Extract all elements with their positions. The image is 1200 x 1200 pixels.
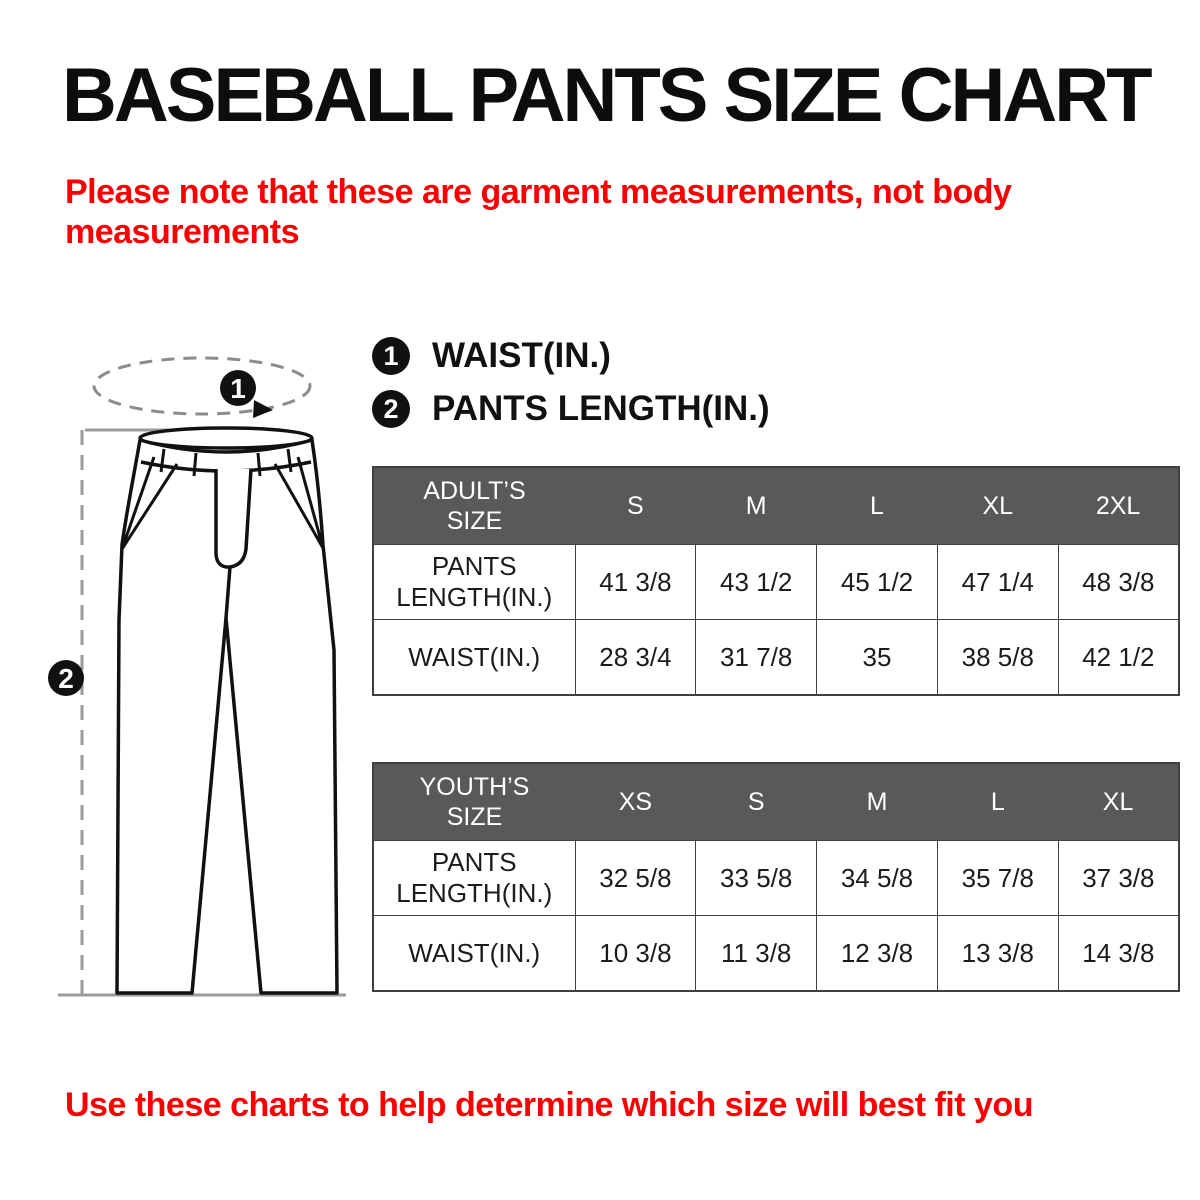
adults-size-header: ADULT’S SIZE: [373, 467, 575, 545]
right-pocket: [273, 456, 325, 549]
waist-measure-arrow: [253, 400, 273, 418]
legend-item-pants-length: 2 PANTS LENGTH(IN.): [372, 389, 770, 429]
pants-diagram: 1 2: [30, 350, 375, 1015]
table-cell: 10 3/8: [574, 915, 697, 992]
adults-col-s: S: [575, 467, 696, 545]
waist-marker: 1: [220, 370, 256, 406]
youths-size-table: YOUTH’S SIZE XS S M L XL PANTS LENGTH(IN…: [372, 762, 1180, 992]
youths-col-s: S: [695, 763, 817, 841]
legend-item-waist: 1 WAIST(IN.): [372, 336, 770, 376]
table-cell: 41 3/8: [574, 544, 697, 620]
legend-label-waist: WAIST(IN.): [432, 336, 611, 375]
table-cell: 33 5/8: [695, 840, 818, 916]
legend-marker-2: 2: [372, 390, 410, 428]
waist-measure-ellipse: [92, 356, 312, 416]
youths-header-row: YOUTH’S SIZE XS S M L XL: [373, 763, 1179, 841]
waistband-opening: [138, 426, 314, 450]
table-cell: 13 3/8: [936, 915, 1059, 992]
table-cell: 34 5/8: [816, 840, 938, 916]
left-pocket: [120, 456, 179, 550]
svg-text:2: 2: [58, 663, 74, 694]
table-cell: 47 1/4: [936, 544, 1059, 620]
svg-text:1: 1: [230, 373, 246, 404]
row-label-waist: WAIST(IN.): [372, 915, 576, 992]
pants-line-drawing: 1 2: [48, 356, 346, 997]
table-cell: 31 7/8: [695, 619, 818, 696]
table-cell: 35: [816, 619, 938, 696]
table-cell: 45 1/2: [816, 544, 938, 620]
table-cell: 28 3/4: [574, 619, 697, 696]
adults-waist-row: WAIST(IN.) 28 3/4 31 7/8 35 38 5/8 42 1/…: [372, 619, 1180, 696]
belt-loops: [159, 448, 293, 477]
row-label-pants-length: PANTS LENGTH(IN.): [372, 840, 576, 916]
table-cell: 42 1/2: [1057, 619, 1180, 696]
youths-col-m: M: [816, 763, 938, 841]
fly-placket: [214, 468, 253, 569]
youths-col-xs: XS: [575, 763, 696, 841]
row-label-pants-length: PANTS LENGTH(IN.): [372, 544, 576, 620]
table-cell: 48 3/8: [1057, 544, 1180, 620]
measurement-legend: 1 WAIST(IN.) 2 PANTS LENGTH(IN.): [372, 336, 770, 442]
garment-measurement-note: Please note that these are garment measu…: [65, 173, 1012, 251]
table-cell: 11 3/8: [695, 915, 818, 992]
youths-waist-row: WAIST(IN.) 10 3/8 11 3/8 12 3/8 13 3/8 1…: [372, 915, 1180, 992]
youths-col-xl: XL: [1058, 763, 1179, 841]
table-cell: 12 3/8: [816, 915, 938, 992]
table-cell: 37 3/8: [1057, 840, 1180, 916]
pants-silhouette: [115, 438, 339, 995]
legend-marker-1: 1: [372, 337, 410, 375]
table-cell: 35 7/8: [936, 840, 1059, 916]
table-cell: 43 1/2: [695, 544, 818, 620]
table-cell: 38 5/8: [936, 619, 1059, 696]
adults-size-table: ADULT’S SIZE S M L XL 2XL PANTS LENGTH(I…: [372, 466, 1180, 696]
legend-label-pants-length: PANTS LENGTH(IN.): [432, 389, 770, 428]
length-marker: 2: [48, 660, 84, 696]
table-cell: 32 5/8: [574, 840, 697, 916]
adults-pants-length-row: PANTS LENGTH(IN.) 41 3/8 43 1/2 45 1/2 4…: [372, 544, 1180, 620]
adults-col-l: L: [816, 467, 938, 545]
table-cell: 14 3/8: [1057, 915, 1180, 992]
youths-col-l: L: [937, 763, 1059, 841]
fit-advice-note: Use these charts to help determine which…: [65, 1086, 1033, 1124]
center-seam: [224, 566, 232, 619]
adults-col-m: M: [695, 467, 817, 545]
adults-col-2xl: 2XL: [1058, 467, 1179, 545]
row-label-waist: WAIST(IN.): [372, 619, 576, 696]
adults-header-row: ADULT’S SIZE S M L XL 2XL: [373, 467, 1179, 545]
youths-size-header: YOUTH’S SIZE: [373, 763, 575, 841]
page-title: BASEBALL PANTS SIZE CHART: [62, 53, 1153, 138]
adults-col-xl: XL: [937, 467, 1059, 545]
youths-pants-length-row: PANTS LENGTH(IN.) 32 5/8 33 5/8 34 5/8 3…: [372, 840, 1180, 916]
